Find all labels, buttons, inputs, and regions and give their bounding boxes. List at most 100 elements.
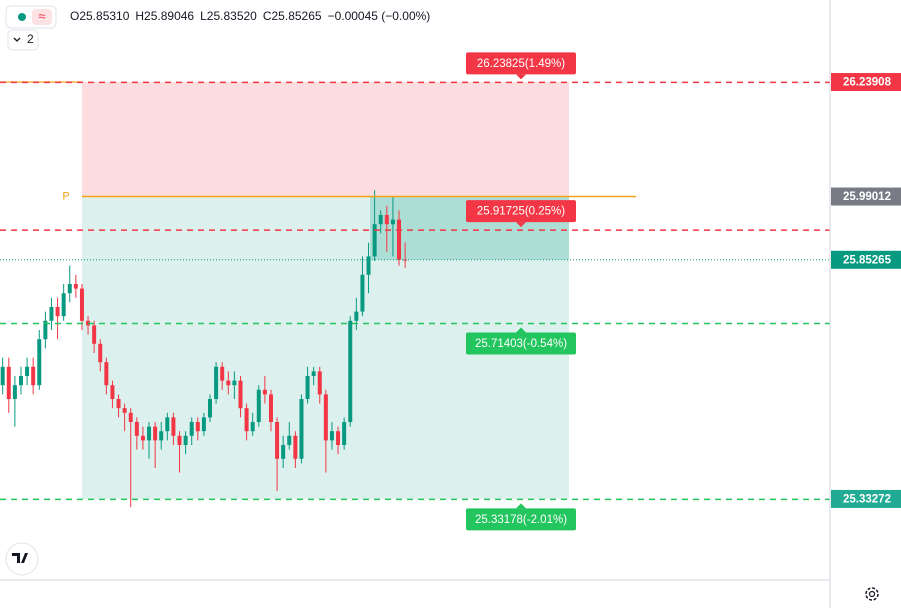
candle-body (384, 214, 389, 225)
candle-body (281, 444, 286, 459)
candle-body (208, 398, 212, 418)
candle-body (67, 283, 72, 294)
candle-body (153, 426, 158, 441)
candle-body (238, 380, 243, 409)
candle-body (256, 389, 261, 422)
candle-body (354, 311, 359, 321)
candle-body (140, 435, 145, 441)
stop-zone (81, 82, 569, 197)
candle-body (165, 417, 170, 432)
candle-body (329, 431, 334, 441)
candle-body (92, 325, 97, 344)
candle-body (342, 421, 347, 445)
ohlc-label: −0.00045 (−0.00%) (328, 9, 431, 23)
candle-body (134, 421, 139, 436)
level-label: 25.33178(-2.01%) (475, 514, 567, 526)
candle-body (287, 435, 292, 445)
candle-body (299, 398, 304, 459)
candle-body (323, 394, 328, 441)
level-label-box (466, 332, 576, 355)
candle-body (366, 256, 371, 275)
candle-body (31, 366, 36, 386)
candle-body (360, 274, 365, 312)
logo-glyph (12, 553, 28, 563)
ohlc-label: H25.89046 (135, 9, 194, 23)
ohlc-label: C25.85265 (263, 9, 322, 23)
candle-body (372, 224, 377, 257)
settings-icon[interactable] (865, 587, 879, 601)
candle-body (195, 421, 200, 432)
candle-body (110, 385, 115, 399)
candle-body (232, 380, 237, 386)
candle-body (311, 371, 316, 376)
label-pointer (516, 222, 526, 228)
logo[interactable] (5, 542, 39, 576)
candle-body (305, 375, 310, 399)
candle-body (177, 435, 182, 445)
candle-body (171, 417, 176, 436)
candle-body (293, 435, 298, 459)
candle-body (189, 421, 194, 436)
level-label-box (466, 200, 576, 223)
candle-body (18, 375, 23, 386)
ohlc-label: L25.83520 (200, 9, 257, 23)
candle-body (159, 431, 164, 441)
data-icon-glyph: ≈ (38, 8, 45, 23)
candle-body (12, 385, 17, 399)
candle-body (250, 421, 255, 432)
candle-body (61, 293, 66, 317)
time-axis-panel (0, 580, 830, 608)
price-tag-label: 25.33272 (843, 493, 891, 505)
candle-body (0, 366, 5, 386)
candle-body (244, 408, 249, 432)
price-tag-label: 26.23908 (843, 77, 892, 89)
candle-body (37, 339, 42, 386)
candle-body (147, 426, 152, 441)
candle-body (49, 306, 54, 321)
label-pointer (516, 327, 526, 333)
price-tag (831, 187, 901, 206)
candle-body (128, 412, 133, 422)
label-pointer (516, 503, 526, 509)
price-tag-label: 25.99012 (843, 191, 891, 203)
label-pointer (516, 74, 526, 80)
data-icon (32, 9, 52, 25)
candle-body (104, 362, 109, 386)
level-label: 25.91725(0.25%) (477, 206, 565, 218)
candle-body (390, 219, 395, 225)
level-label: 25.71403(-0.54%) (475, 338, 567, 350)
candle-body (98, 343, 103, 363)
status-dot (18, 13, 26, 21)
candle-body (116, 398, 121, 409)
candle-body (73, 283, 78, 289)
candle-body (25, 366, 30, 376)
price-tag (831, 489, 901, 508)
candle-body (201, 417, 206, 432)
candle-body (268, 394, 273, 422)
collapse-chevron (13, 37, 21, 42)
price-tag (831, 73, 901, 92)
candle-body (226, 380, 231, 386)
candle-body (348, 320, 353, 422)
candle-body (378, 214, 383, 225)
level-label-box (466, 52, 576, 75)
candle-body (317, 371, 322, 395)
level-label: 26.23825(1.49%) (477, 58, 565, 70)
candle-body (262, 389, 267, 395)
collapse-button[interactable] (7, 29, 39, 51)
collapse-count: 2 (27, 32, 34, 46)
ohlc-label: O25.85310 (70, 9, 130, 23)
candle-body (55, 306, 60, 317)
candle-body (336, 431, 341, 445)
candle-body (43, 320, 48, 340)
candle-body (275, 421, 280, 459)
candle-body (214, 366, 219, 399)
candle-body (122, 408, 127, 413)
candle-body (220, 366, 225, 381)
candle-body (397, 219, 402, 260)
candle-body (6, 366, 11, 399)
candle-body (183, 435, 188, 445)
level-label-box (466, 508, 576, 531)
